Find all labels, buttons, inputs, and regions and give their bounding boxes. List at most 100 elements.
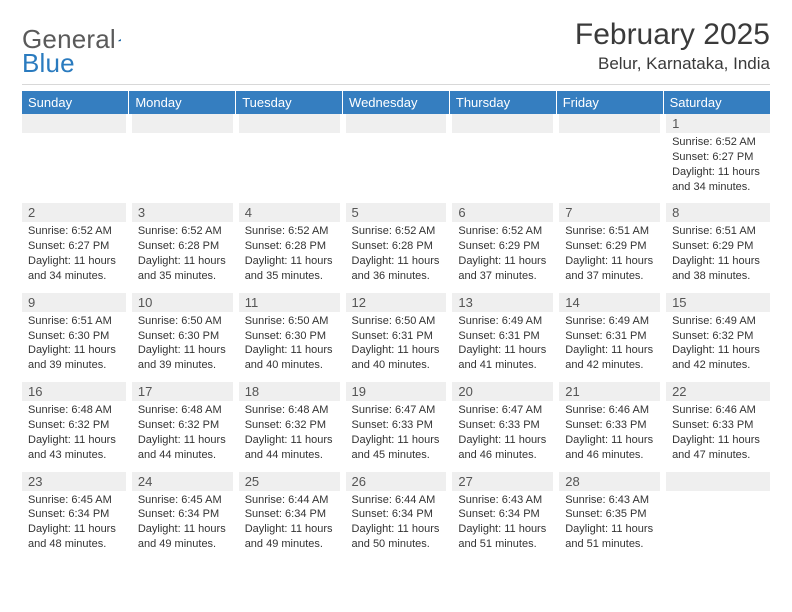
- day-sunset: Sunset: 6:29 PM: [672, 239, 764, 254]
- day-cell-number: 1: [663, 114, 770, 133]
- day-number: 18: [239, 382, 340, 401]
- day-cell-details: Sunrise: 6:51 AMSunset: 6:29 PMDaylight:…: [556, 222, 663, 289]
- day-cell-details: Sunrise: 6:45 AMSunset: 6:34 PMDaylight:…: [129, 491, 236, 558]
- day-cell-number: 15: [663, 293, 770, 312]
- day-cell-details: [556, 133, 663, 200]
- day-number: 25: [239, 472, 340, 491]
- day-sunrise: Sunrise: 6:46 AM: [672, 403, 764, 418]
- day-number: 12: [346, 293, 447, 312]
- day-details: Sunrise: 6:44 AMSunset: 6:34 PMDaylight:…: [346, 491, 447, 558]
- day-daylight: Daylight: 11 hours and 47 minutes.: [672, 433, 764, 463]
- day-number: [452, 114, 553, 133]
- day-number: [346, 114, 447, 133]
- day-cell-number: 25: [236, 472, 343, 491]
- day-cell-details: Sunrise: 6:49 AMSunset: 6:31 PMDaylight:…: [449, 312, 556, 379]
- day-cell-details: Sunrise: 6:52 AMSunset: 6:29 PMDaylight:…: [449, 222, 556, 289]
- day-cell-number: 22: [663, 382, 770, 401]
- day-sunset: Sunset: 6:31 PM: [352, 329, 441, 344]
- day-daylight: Daylight: 11 hours and 41 minutes.: [458, 343, 547, 373]
- day-number: 14: [559, 293, 660, 312]
- day-cell-details: Sunrise: 6:48 AMSunset: 6:32 PMDaylight:…: [129, 401, 236, 468]
- day-number: 13: [452, 293, 553, 312]
- day-cell-details: Sunrise: 6:51 AMSunset: 6:30 PMDaylight:…: [22, 312, 129, 379]
- day-number: 20: [452, 382, 553, 401]
- day-cell-number: [236, 114, 343, 133]
- day-details: [452, 133, 553, 195]
- divider: [22, 84, 770, 85]
- day-details: [239, 133, 340, 195]
- day-cell-details: Sunrise: 6:45 AMSunset: 6:34 PMDaylight:…: [22, 491, 129, 558]
- day-daylight: Daylight: 11 hours and 42 minutes.: [672, 343, 764, 373]
- day-sunset: Sunset: 6:34 PM: [458, 507, 547, 522]
- day-sunset: Sunset: 6:34 PM: [28, 507, 120, 522]
- day-number: 19: [346, 382, 447, 401]
- day-number: 21: [559, 382, 660, 401]
- day-sunrise: Sunrise: 6:48 AM: [245, 403, 334, 418]
- day-number-row: 9101112131415: [22, 293, 770, 312]
- day-details: Sunrise: 6:44 AMSunset: 6:34 PMDaylight:…: [239, 491, 340, 558]
- day-cell-details: Sunrise: 6:50 AMSunset: 6:30 PMDaylight:…: [129, 312, 236, 379]
- day-details: Sunrise: 6:51 AMSunset: 6:30 PMDaylight:…: [22, 312, 126, 379]
- day-daylight: Daylight: 11 hours and 48 minutes.: [28, 522, 120, 552]
- day-cell-details: Sunrise: 6:47 AMSunset: 6:33 PMDaylight:…: [449, 401, 556, 468]
- day-details: Sunrise: 6:52 AMSunset: 6:27 PMDaylight:…: [666, 133, 770, 200]
- day-sunrise: Sunrise: 6:50 AM: [138, 314, 227, 329]
- day-number: [132, 114, 233, 133]
- day-details: Sunrise: 6:43 AMSunset: 6:34 PMDaylight:…: [452, 491, 553, 558]
- day-sunrise: Sunrise: 6:49 AM: [672, 314, 764, 329]
- day-cell-number: 6: [449, 203, 556, 222]
- day-details: Sunrise: 6:47 AMSunset: 6:33 PMDaylight:…: [452, 401, 553, 468]
- day-cell-number: 11: [236, 293, 343, 312]
- day-number: [666, 472, 770, 491]
- day-details: Sunrise: 6:50 AMSunset: 6:30 PMDaylight:…: [132, 312, 233, 379]
- day-details: Sunrise: 6:52 AMSunset: 6:28 PMDaylight:…: [346, 222, 447, 289]
- day-sunset: Sunset: 6:29 PM: [565, 239, 654, 254]
- day-sunset: Sunset: 6:32 PM: [672, 329, 764, 344]
- day-daylight: Daylight: 11 hours and 50 minutes.: [352, 522, 441, 552]
- day-number: [559, 114, 660, 133]
- day-sunset: Sunset: 6:33 PM: [672, 418, 764, 433]
- day-daylight: Daylight: 11 hours and 44 minutes.: [245, 433, 334, 463]
- day-sunrise: Sunrise: 6:47 AM: [352, 403, 441, 418]
- day-details: Sunrise: 6:46 AMSunset: 6:33 PMDaylight:…: [559, 401, 660, 468]
- day-sunset: Sunset: 6:32 PM: [28, 418, 120, 433]
- day-sunrise: Sunrise: 6:43 AM: [458, 493, 547, 508]
- title-block: February 2025 Belur, Karnataka, India: [575, 18, 770, 74]
- day-cell-details: [236, 133, 343, 200]
- day-cell-number: 16: [22, 382, 129, 401]
- day-cell-details: Sunrise: 6:49 AMSunset: 6:31 PMDaylight:…: [556, 312, 663, 379]
- weekday-header: Sunday: [22, 91, 129, 114]
- day-sunrise: Sunrise: 6:43 AM: [565, 493, 654, 508]
- day-daylight: Daylight: 11 hours and 51 minutes.: [565, 522, 654, 552]
- day-number: 16: [22, 382, 126, 401]
- day-details: Sunrise: 6:52 AMSunset: 6:28 PMDaylight:…: [239, 222, 340, 289]
- day-daylight: Daylight: 11 hours and 42 minutes.: [565, 343, 654, 373]
- day-cell-details: Sunrise: 6:44 AMSunset: 6:34 PMDaylight:…: [236, 491, 343, 558]
- day-cell-number: 21: [556, 382, 663, 401]
- day-sunrise: Sunrise: 6:48 AM: [138, 403, 227, 418]
- day-number: 5: [346, 203, 447, 222]
- day-cell-details: Sunrise: 6:44 AMSunset: 6:34 PMDaylight:…: [343, 491, 450, 558]
- day-details: Sunrise: 6:48 AMSunset: 6:32 PMDaylight:…: [22, 401, 126, 468]
- weekday-header: Wednesday: [343, 91, 450, 114]
- day-daylight: Daylight: 11 hours and 40 minutes.: [352, 343, 441, 373]
- day-cell-details: Sunrise: 6:46 AMSunset: 6:33 PMDaylight:…: [556, 401, 663, 468]
- day-cell-number: 28: [556, 472, 663, 491]
- day-cell-number: 5: [343, 203, 450, 222]
- day-sunrise: Sunrise: 6:52 AM: [458, 224, 547, 239]
- weekday-header: Tuesday: [236, 91, 343, 114]
- day-sunset: Sunset: 6:27 PM: [28, 239, 120, 254]
- day-cell-details: [22, 133, 129, 200]
- day-sunset: Sunset: 6:35 PM: [565, 507, 654, 522]
- weekday-header: Friday: [556, 91, 663, 114]
- day-sunrise: Sunrise: 6:50 AM: [352, 314, 441, 329]
- day-number-row: 232425262728: [22, 472, 770, 491]
- day-cell-number: 18: [236, 382, 343, 401]
- day-cell-details: Sunrise: 6:52 AMSunset: 6:27 PMDaylight:…: [663, 133, 770, 200]
- day-sunset: Sunset: 6:34 PM: [138, 507, 227, 522]
- day-sunrise: Sunrise: 6:47 AM: [458, 403, 547, 418]
- day-details: Sunrise: 6:51 AMSunset: 6:29 PMDaylight:…: [666, 222, 770, 289]
- day-cell-number: 14: [556, 293, 663, 312]
- day-daylight: Daylight: 11 hours and 36 minutes.: [352, 254, 441, 284]
- day-cell-number: 20: [449, 382, 556, 401]
